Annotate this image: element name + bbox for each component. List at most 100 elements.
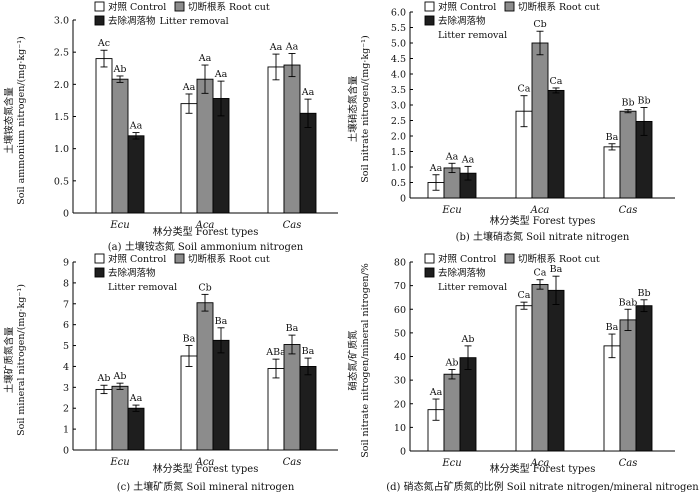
- y-tick-label: 2.5: [391, 116, 406, 127]
- x-axis-title: 林分类型 Forest types: [490, 214, 596, 227]
- significance-label: Ac: [97, 38, 110, 49]
- significance-label: Aa: [301, 87, 315, 98]
- significance-label: Ca: [550, 76, 563, 87]
- category-label-cas: Cas: [283, 220, 302, 231]
- y-tick-label: 50: [394, 328, 406, 339]
- bar-a-ecu-s3: [127, 135, 145, 214]
- panel-caption: (c) 土壤矿质氮 Soil mineral nitrogen: [117, 480, 295, 493]
- bar-a-aca-s2: [196, 78, 214, 214]
- y-tick-label: 1.0: [391, 163, 406, 174]
- legend-label-litter-removal: 去除凋落物 Litter removal: [108, 15, 229, 27]
- y-tick-label: 3: [63, 383, 69, 394]
- y-tick-label: 30: [394, 376, 406, 387]
- legend-label-en: Litter removal: [438, 30, 507, 41]
- legend-label-s2: 切断根系 Root cut: [518, 1, 600, 13]
- y-tick-label: 40: [394, 352, 406, 363]
- significance-label: ABa: [265, 347, 286, 358]
- panel-caption: (a) 土壤铵态氮 Soil ammonium nitrogen: [108, 240, 304, 253]
- significance-label: Aa: [198, 53, 212, 64]
- y-tick-label: 3.0: [54, 16, 69, 27]
- significance-label: Aa: [269, 42, 283, 53]
- category-label-ecu: Ecu: [109, 220, 129, 231]
- significance-label: Aa: [461, 154, 475, 165]
- significance-label: Aa: [182, 82, 196, 93]
- y-axis-title-cn: 硝态氮/矿质氮: [347, 330, 359, 391]
- bar-b-aca-s3: [547, 89, 565, 199]
- category-label-aca: Aca: [530, 458, 550, 469]
- x-axis-title: 林分类型 Forest types: [153, 225, 259, 238]
- category-label-cas: Cas: [619, 205, 638, 216]
- y-tick-label: 0: [400, 447, 406, 458]
- y-tick-label: 8: [63, 278, 69, 289]
- significance-label: Aa: [285, 41, 299, 52]
- y-tick-label: 0.5: [54, 176, 69, 187]
- bar-a-cas-s1: [267, 66, 285, 214]
- y-axis-title-en: Soil ammonium nitrogen/(mg·kg⁻¹): [16, 36, 27, 204]
- category-label-aca: Aca: [195, 457, 215, 468]
- y-tick-label: 2.5: [54, 48, 69, 59]
- significance-label: Ab: [97, 373, 111, 384]
- y-tick-label: 10: [394, 423, 406, 434]
- legend-label-en: Litter removal: [438, 282, 507, 293]
- y-tick-label: 70: [394, 281, 406, 292]
- panel-caption: (d) 硝态氮占矿质氮的比例 Soil nitrate nitrogen/min…: [386, 480, 699, 493]
- bar-c-aca-s1: [180, 355, 198, 451]
- legend-swatch-s1: [424, 1, 435, 12]
- category-label-ecu: Ecu: [109, 457, 129, 468]
- significance-label: Bb: [637, 95, 650, 106]
- legend-label-s2: 切断根系 Root cut: [518, 253, 600, 265]
- significance-label: Ab: [445, 357, 459, 368]
- x-axis-title: 林分类型 Forest types: [153, 462, 259, 475]
- significance-label: Ba: [606, 322, 619, 333]
- y-axis-title-en: Soil nitrate nitrogen/(mg·kg⁻¹): [360, 35, 371, 182]
- significance-label: Ca: [534, 268, 547, 279]
- bar-b-cas-s2: [619, 110, 637, 199]
- bar-a-ecu-s2: [111, 78, 129, 214]
- y-tick-label: 2.0: [391, 132, 406, 143]
- bar-d-aca-s2: [531, 283, 549, 452]
- significance-label: Bb: [637, 288, 650, 299]
- bar-d-ecu-s2: [443, 373, 461, 452]
- bar-c-aca-s3: [212, 339, 230, 451]
- significance-label: Cb: [198, 282, 211, 293]
- legend-label-s2: 切断根系 Root cut: [188, 1, 270, 13]
- y-tick-label: 1.5: [54, 112, 69, 123]
- significance-label: Aa: [429, 387, 443, 398]
- bar-a-cas-s2: [283, 64, 301, 214]
- chart-panel-b: 00.51.01.52.02.53.03.54.04.55.05.56.0AaA…: [347, 1, 675, 243]
- legend-label-s1: 对照 Control: [438, 1, 496, 13]
- legend-label-s2: 切断根系 Root cut: [188, 253, 270, 265]
- significance-label: Ba: [302, 346, 315, 357]
- bar-c-cas-s2: [283, 344, 301, 451]
- significance-label: Ab: [113, 64, 127, 75]
- category-label-cas: Cas: [619, 458, 638, 469]
- y-tick-label: 5.5: [391, 23, 406, 34]
- significance-label: Ca: [518, 290, 531, 301]
- category-label-ecu: Ecu: [441, 205, 461, 216]
- legend-swatch-s1: [424, 253, 435, 264]
- significance-label: Ba: [215, 316, 228, 327]
- bar-c-cas-s1: [267, 368, 285, 451]
- category-label-ecu: Ecu: [441, 458, 461, 469]
- y-tick-label: 1.5: [391, 147, 406, 158]
- y-tick-label: 20: [394, 399, 406, 410]
- legend-label-litter-removal: 去除凋落物: [108, 267, 156, 279]
- category-label-aca: Aca: [195, 220, 215, 231]
- y-tick-label: 4.5: [391, 54, 406, 65]
- y-tick-label: 60: [394, 305, 406, 316]
- bar-d-cas-s3: [635, 305, 653, 452]
- bar-c-aca-s2: [196, 302, 214, 451]
- significance-label: Aa: [445, 151, 459, 162]
- y-tick-label: 0.5: [391, 178, 406, 189]
- legend-swatch-s1: [94, 253, 105, 264]
- significance-label: Ba: [606, 132, 619, 143]
- significance-label: Aa: [129, 121, 143, 132]
- y-tick-label: 3.5: [391, 85, 406, 96]
- y-tick-label: 4: [63, 362, 69, 373]
- significance-label: Aa: [214, 69, 228, 80]
- legend-label-s1: 对照 Control: [108, 1, 166, 13]
- y-axis-title-cn: 土壤矿质氮含量: [3, 326, 15, 393]
- legend-label-s1: 对照 Control: [438, 253, 496, 265]
